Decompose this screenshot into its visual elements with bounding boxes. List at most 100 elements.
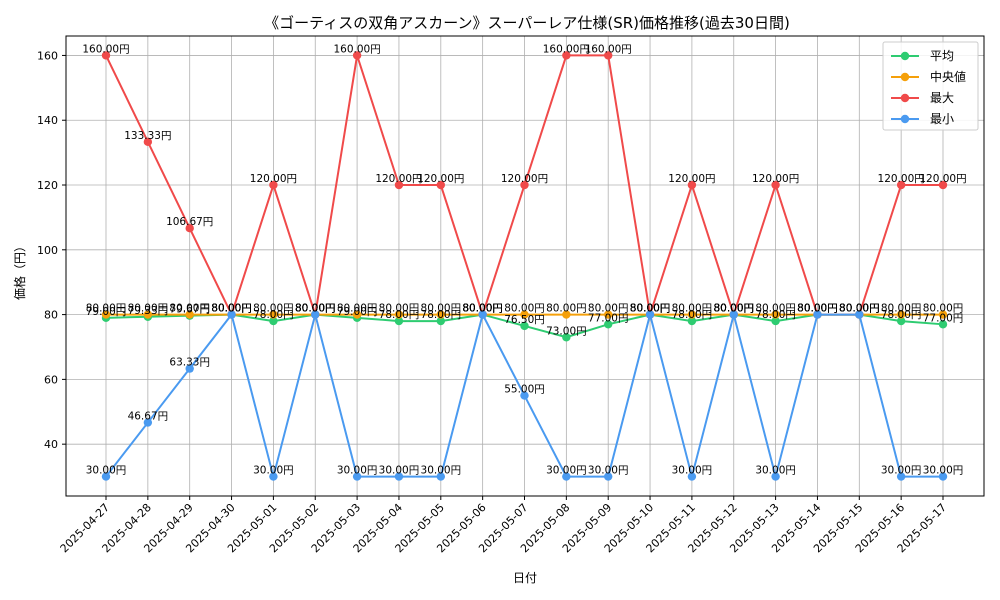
y-axis-ticks: 40 60 80 100 120 140 160: [37, 49, 66, 451]
data-label: 80.00円: [295, 303, 336, 315]
data-point: [352, 51, 362, 60]
data-point: [729, 310, 738, 319]
data-label: 80.00円: [630, 303, 671, 315]
data-label: 30.00円: [672, 465, 713, 477]
data-label: 78.00円: [253, 309, 294, 321]
legend-entry: 最大: [891, 91, 954, 105]
data-label: 78.00円: [672, 309, 713, 321]
y-tick-label: 40: [44, 438, 58, 451]
data-label: 80.00円: [797, 303, 838, 315]
data-label: 80.00円: [295, 303, 336, 315]
data-point: [227, 310, 236, 319]
data-point: [855, 310, 864, 319]
data-point: [352, 310, 362, 319]
data-label: 80.00円: [839, 303, 880, 315]
legend-marker: [900, 114, 910, 124]
data-label: 30.00円: [379, 465, 420, 477]
data-label: 80.00円: [295, 303, 336, 315]
data-label: 80.00円: [672, 303, 713, 315]
data-point: [101, 51, 111, 60]
y-axis-label: 価格（円）: [12, 240, 27, 300]
data-label: 80.00円: [797, 303, 838, 315]
data-point: [687, 180, 697, 190]
data-point: [394, 310, 404, 319]
data-label: 73.00円: [546, 325, 587, 337]
data-label: 160.00円: [82, 43, 129, 55]
data-point: [687, 472, 697, 481]
data-point: [771, 310, 780, 319]
data-point: [520, 391, 529, 400]
data-label: 78.00円: [421, 309, 462, 321]
data-label: 120.00円: [501, 173, 548, 185]
data-point: [687, 310, 697, 319]
data-label: 80.00円: [797, 303, 838, 315]
y-tick-label: 100: [37, 244, 58, 257]
data-point: [938, 310, 948, 319]
data-point: [436, 316, 445, 326]
data-point: [604, 472, 613, 481]
data-label: 80.00円: [337, 303, 378, 315]
data-point: [436, 310, 445, 319]
data-point: [436, 472, 445, 481]
data-label: 78.00円: [379, 309, 420, 321]
data-label: 76.50円: [504, 314, 545, 326]
data-label: 78.00円: [881, 309, 922, 321]
data-point: [352, 472, 362, 481]
data-label: 160.00円: [543, 43, 590, 55]
data-label: 80.00円: [713, 303, 754, 315]
series: [101, 51, 948, 481]
data-label: 120.00円: [878, 173, 925, 185]
data-label: 120.00円: [752, 173, 799, 185]
data-label: 30.00円: [588, 465, 629, 477]
data-label: 80.00円: [504, 303, 545, 315]
data-label: 79.33円: [128, 305, 169, 317]
data-label: 80.00円: [755, 303, 796, 315]
data-point: [896, 180, 906, 190]
data-point: [478, 310, 487, 319]
y-tick-label: 120: [37, 179, 58, 192]
legend-entry: 中央値: [891, 69, 966, 84]
data-point: [269, 180, 278, 190]
data-point: [938, 180, 948, 190]
data-point: [143, 418, 153, 427]
data-point: [394, 316, 404, 326]
data-label: 160.00円: [585, 43, 632, 55]
data-label: 30.00円: [546, 465, 587, 477]
data-label: 30.00円: [337, 465, 378, 477]
grid: [66, 36, 984, 496]
data-label: 80.00円: [839, 303, 880, 315]
data-label: 30.00円: [86, 465, 127, 477]
data-label: 30.00円: [253, 465, 294, 477]
data-label: 80.00円: [630, 303, 671, 315]
data-point: [101, 310, 111, 319]
data-point: [562, 51, 571, 60]
data-label: 80.00円: [462, 303, 503, 315]
data-label: 80.00円: [211, 303, 252, 315]
data-label: 63.33円: [169, 357, 210, 369]
data-point: [520, 310, 529, 319]
data-label: 120.00円: [668, 173, 715, 185]
y-tick-label: 60: [44, 373, 58, 386]
data-label: 80.00円: [169, 303, 210, 315]
data-point: [311, 310, 320, 319]
data-label: 79.67円: [169, 304, 210, 316]
data-label: 80.00円: [86, 303, 127, 315]
data-label: 80.00円: [211, 303, 252, 315]
data-point: [143, 310, 153, 319]
data-point: [269, 310, 278, 319]
data-label: 79.00円: [337, 306, 378, 318]
data-label: 80.00円: [839, 303, 880, 315]
data-label: 80.00円: [421, 303, 462, 315]
data-point: [896, 316, 906, 326]
y-tick-label: 160: [37, 49, 58, 62]
y-tick-label: 80: [44, 309, 58, 322]
y-tick-label: 140: [37, 114, 58, 127]
legend-marker: [900, 51, 910, 61]
data-point: [562, 472, 571, 481]
legend-entry: 最小: [891, 112, 954, 126]
data-label: 80.00円: [211, 303, 252, 315]
x-axis-ticks: 2025-04-272025-04-282025-04-292025-04-30…: [58, 496, 949, 555]
